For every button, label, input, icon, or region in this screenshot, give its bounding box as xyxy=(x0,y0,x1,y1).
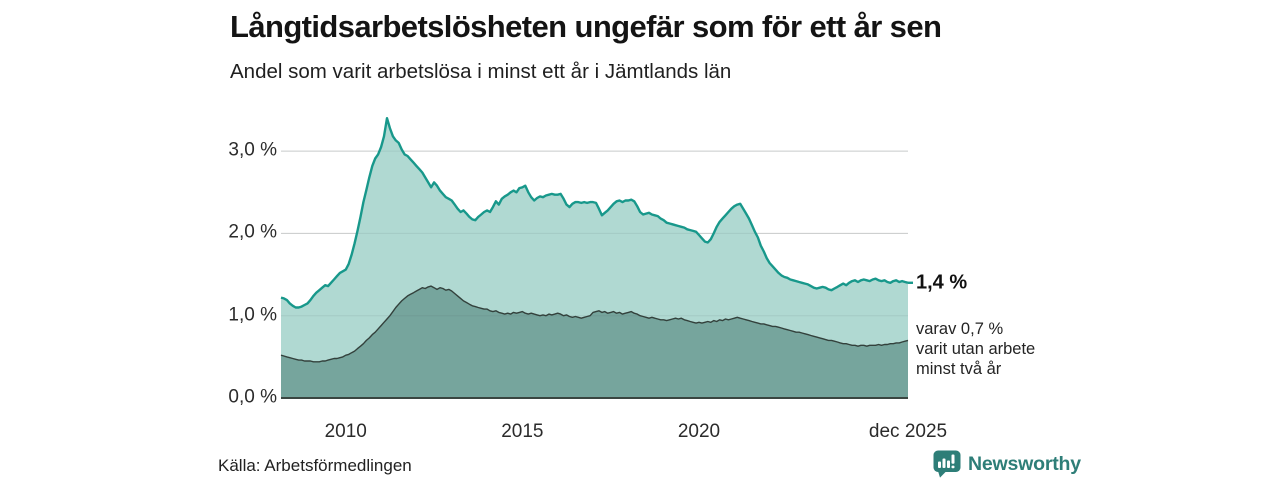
newsworthy-logo-icon xyxy=(933,450,961,478)
x-tick-2: 2020 xyxy=(677,421,721,442)
y-tick-1: 1,0 % xyxy=(228,304,277,326)
source-credit: Källa: Arbetsförmedlingen xyxy=(218,456,412,475)
x-tick-3: dec 2025 xyxy=(868,421,948,442)
y-tick-3: 3,0 % xyxy=(228,139,277,161)
latest-value-label: 1,4 % xyxy=(916,271,968,294)
newsworthy-brand-name: Newsworthy xyxy=(968,452,1081,475)
area-unemployed-min-2yr xyxy=(281,286,908,398)
line-unemployed-min-2yr xyxy=(280,285,909,363)
chart-subtitle: Andel som varit arbetslösa i minst ett å… xyxy=(230,60,732,83)
y-tick-2: 2,0 % xyxy=(228,221,277,243)
subset-annotation-line-2: varit utan arbete xyxy=(916,340,1036,359)
y-tick-0: 0,0 % xyxy=(228,386,277,408)
subset-annotation-line-3: minst två år xyxy=(916,360,1002,379)
subset-annotation-line-1: varav 0,7 % xyxy=(916,320,1004,338)
x-tick-0: 2010 xyxy=(324,421,367,442)
x-tick-1: 2015 xyxy=(501,421,544,442)
chart-title: Långtidsarbetslösheten ungefär som för e… xyxy=(230,9,942,44)
newsworthy-brand-link[interactable]: Newsworthy xyxy=(933,450,1081,478)
line-unemployed-min-1yr xyxy=(280,117,909,309)
subset-annotation: varav 0,7 % varit utan arbete minst två … xyxy=(916,319,1035,379)
